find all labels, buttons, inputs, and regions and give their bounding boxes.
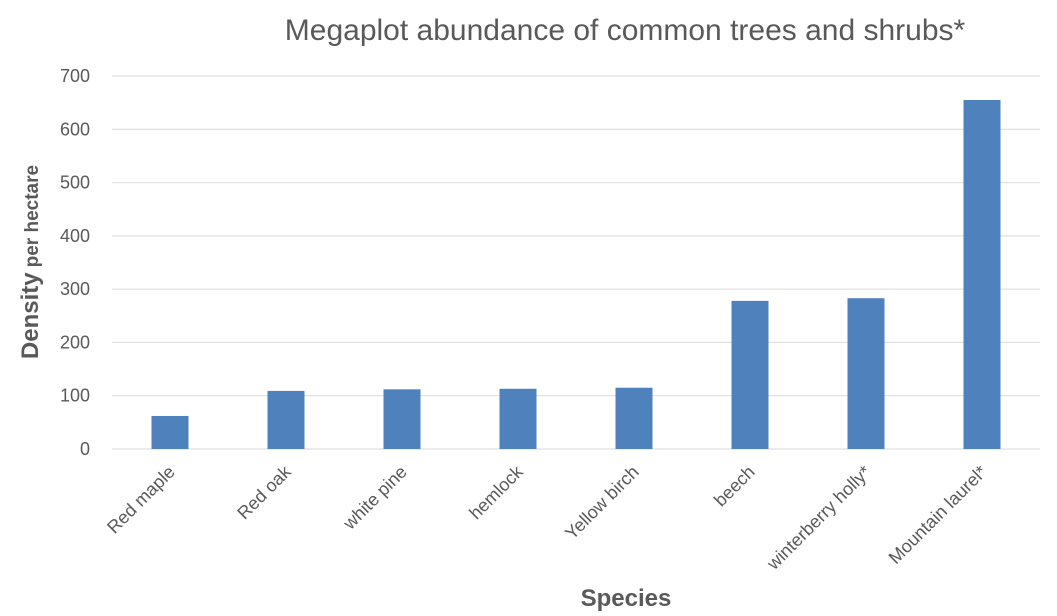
x-tick-label: white pine bbox=[339, 462, 411, 534]
bar bbox=[963, 99, 1001, 449]
chart-title: Megaplot abundance of common trees and s… bbox=[285, 14, 966, 47]
x-tick-label: hemlock bbox=[465, 461, 527, 523]
y-axis-ticks: 0 100 200 300 400 500 600 700 bbox=[60, 66, 90, 459]
bar bbox=[499, 388, 537, 449]
bars bbox=[151, 99, 1001, 449]
y-tick-label: 300 bbox=[60, 279, 90, 299]
x-axis-title: Species bbox=[581, 585, 672, 612]
x-tick-label: Red maple bbox=[103, 462, 179, 538]
x-tick-label: beech bbox=[710, 462, 759, 511]
y-axis-title-sub: per hectare bbox=[22, 165, 43, 267]
y-tick-label: 600 bbox=[60, 119, 90, 139]
y-tick-label: 100 bbox=[60, 386, 90, 406]
gridlines bbox=[112, 75, 1040, 450]
bar bbox=[383, 389, 421, 449]
y-tick-label: 400 bbox=[60, 226, 90, 246]
x-axis-ticks: Red maple Red oak white pine hemlock Yellow … bbox=[103, 461, 991, 574]
x-tick-label: Yellow birch bbox=[561, 462, 643, 544]
y-axis-title-main: Density bbox=[17, 272, 44, 359]
bar bbox=[151, 415, 189, 449]
x-tick-label: Red oak bbox=[233, 461, 295, 523]
y-tick-label: 500 bbox=[60, 173, 90, 193]
x-tick-label: winterberry holly* bbox=[762, 462, 874, 574]
y-tick-label: 200 bbox=[60, 332, 90, 352]
y-tick-label: 0 bbox=[80, 439, 90, 459]
bar bbox=[847, 298, 885, 449]
bar bbox=[731, 300, 769, 449]
bar bbox=[615, 387, 653, 449]
x-tick-label: Mountain laurel* bbox=[885, 462, 991, 568]
y-axis-title: Density per hectare bbox=[17, 165, 44, 359]
y-tick-label: 700 bbox=[60, 66, 90, 86]
bar bbox=[267, 390, 305, 449]
